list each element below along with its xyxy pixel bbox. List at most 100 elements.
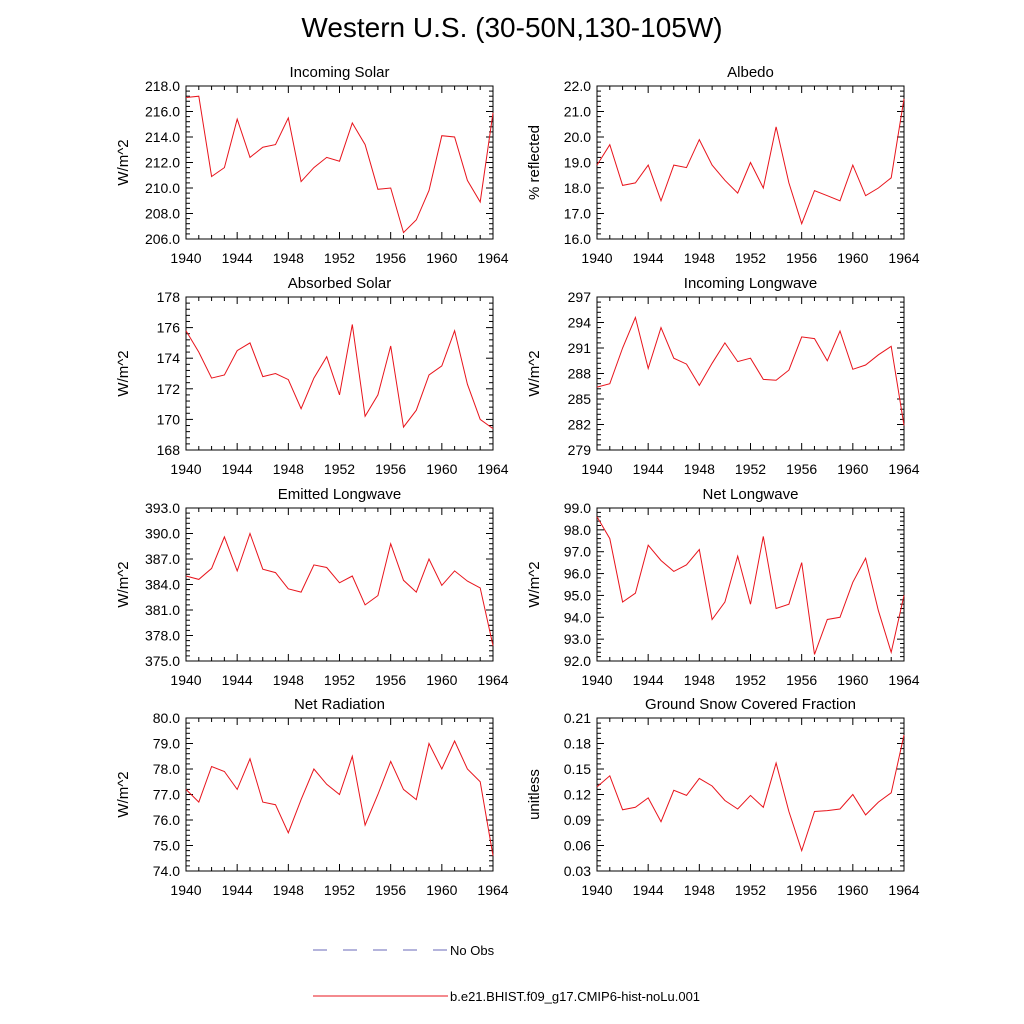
y-tick-label: 288	[568, 366, 592, 382]
y-tick-label: 76.0	[153, 812, 180, 828]
panel-4: Emitted Longwave W/m^2 1940 1944 1948 1952 195…	[115, 486, 509, 688]
x-tick-label: 1948	[273, 250, 304, 266]
y-axis-label: W/m^2	[115, 771, 132, 817]
x-tick-label: 1956	[375, 672, 406, 688]
y-tick-label: 214.0	[145, 129, 180, 145]
y-tick-label: 19.0	[564, 155, 591, 171]
y-tick-label: 174	[157, 350, 181, 366]
series-line-model	[596, 98, 905, 226]
y-tick-label: 79.0	[153, 736, 180, 752]
y-tick-label: 96.0	[564, 566, 591, 582]
plot-frame	[185, 507, 494, 662]
panel-6: Net Radiation W/m^2 1940 1944 1948 1952 1956 19…	[115, 696, 509, 898]
x-tick-label: 1964	[888, 882, 919, 898]
y-tick-label: 218.0	[145, 78, 180, 94]
y-tick-label: 0.03	[564, 863, 591, 879]
panel-1: Albedo % reflected 1940 1944 1948 1952 1956 196…	[526, 64, 920, 266]
x-tick-label: 1960	[837, 250, 868, 266]
panel-title: Incoming Longwave	[684, 275, 817, 292]
y-tick-label: 176	[157, 320, 181, 336]
y-tick-label: 80.0	[153, 710, 180, 726]
x-tick-label: 1964	[477, 672, 508, 688]
y-tick-label: 22.0	[564, 78, 591, 94]
plot-frame	[596, 296, 905, 451]
panel-3: Incoming Longwave W/m^2 1940 1944 1948 1952 19…	[526, 275, 920, 477]
panel-title: Net Radiation	[294, 696, 385, 713]
panel-title: Ground Snow Covered Fraction	[645, 696, 856, 713]
x-tick-label: 1952	[735, 250, 766, 266]
x-tick-label: 1944	[633, 250, 664, 266]
x-tick-label: 1952	[324, 461, 355, 477]
x-tick-label: 1948	[273, 882, 304, 898]
y-tick-label: 178	[157, 289, 181, 305]
x-tick-label: 1964	[477, 250, 508, 266]
y-tick-label: 297	[568, 289, 592, 305]
y-tick-label: 212.0	[145, 155, 180, 171]
x-tick-label: 1956	[375, 250, 406, 266]
figure-title: Western U.S. (30-50N,130-105W)	[301, 12, 723, 43]
y-tick-label: 0.15	[564, 761, 591, 777]
y-tick-label: 0.18	[564, 736, 591, 752]
y-tick-label: 384.0	[145, 577, 180, 593]
y-tick-label: 291	[568, 340, 592, 356]
y-tick-label: 294	[568, 315, 592, 331]
x-tick-label: 1956	[375, 461, 406, 477]
x-tick-label: 1960	[837, 672, 868, 688]
y-tick-label: 378.0	[145, 628, 180, 644]
x-tick-label: 1952	[324, 250, 355, 266]
x-tick-label: 1964	[888, 250, 919, 266]
panel-title: Emitted Longwave	[278, 486, 401, 503]
x-tick-label: 1956	[786, 250, 817, 266]
y-tick-label: 16.0	[564, 231, 591, 247]
x-tick-label: 1960	[426, 672, 457, 688]
x-tick-label: 1960	[426, 882, 457, 898]
x-tick-label: 1960	[426, 250, 457, 266]
y-tick-label: 75.0	[153, 838, 180, 854]
series-line-model	[185, 95, 494, 234]
x-tick-label: 1940	[581, 250, 612, 266]
x-tick-label: 1940	[581, 461, 612, 477]
x-tick-label: 1944	[222, 672, 253, 688]
y-tick-label: 393.0	[145, 500, 180, 516]
y-tick-label: 0.09	[564, 812, 591, 828]
x-tick-label: 1948	[684, 461, 715, 477]
plot-frame	[596, 507, 905, 662]
series-line-model	[596, 734, 905, 853]
series-line-model	[185, 739, 494, 856]
x-tick-label: 1952	[735, 882, 766, 898]
y-tick-label: 95.0	[564, 587, 591, 603]
x-tick-label: 1948	[684, 250, 715, 266]
y-tick-label: 74.0	[153, 863, 180, 879]
x-tick-label: 1964	[477, 882, 508, 898]
x-tick-label: 1956	[786, 882, 817, 898]
x-tick-label: 1940	[170, 882, 201, 898]
series-line-model	[596, 315, 905, 426]
plot-frame	[185, 296, 494, 451]
plot-frame	[185, 85, 494, 240]
y-tick-label: 168	[157, 442, 181, 458]
x-tick-label: 1956	[786, 672, 817, 688]
legend: No Obs b.e21.BHIST.f09_g17.CMIP6-hist-noL…	[313, 943, 700, 1004]
x-tick-label: 1940	[170, 672, 201, 688]
y-axis-label: W/m^2	[115, 561, 132, 607]
y-tick-label: 99.0	[564, 500, 591, 516]
series-line-model	[596, 516, 905, 655]
panel-title: Absorbed Solar	[288, 275, 391, 292]
y-tick-label: 208.0	[145, 206, 180, 222]
x-tick-label: 1944	[633, 461, 664, 477]
y-tick-label: 279	[568, 442, 592, 458]
x-tick-label: 1940	[170, 461, 201, 477]
y-axis-label: W/m^2	[526, 561, 543, 607]
panel-title: Albedo	[727, 64, 774, 81]
y-tick-label: 93.0	[564, 631, 591, 647]
x-tick-label: 1964	[477, 461, 508, 477]
x-tick-label: 1960	[837, 461, 868, 477]
x-tick-label: 1944	[222, 250, 253, 266]
x-tick-label: 1960	[837, 882, 868, 898]
panel-7: Ground Snow Covered Fraction unitless 1940…	[526, 696, 920, 898]
y-axis-label: W/m^2	[115, 350, 132, 396]
x-tick-label: 1960	[426, 461, 457, 477]
y-tick-label: 18.0	[564, 180, 591, 196]
panel-title: Incoming Solar	[289, 64, 389, 81]
